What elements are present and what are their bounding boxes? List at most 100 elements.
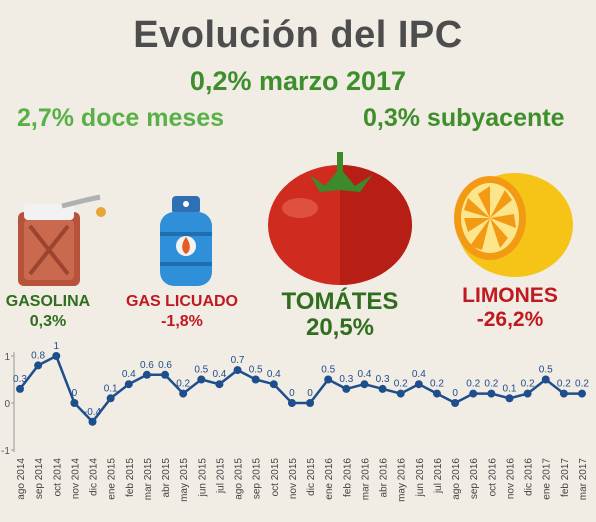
data-label: 0.2 (521, 379, 535, 390)
item-value-tomates: 20,5% (305, 314, 375, 341)
data-label: 0.1 (503, 383, 517, 394)
data-point (487, 389, 496, 398)
x-tick-label: dic 2016 (524, 458, 535, 496)
data-point (451, 399, 460, 407)
data-label: 0.2 (394, 379, 408, 390)
x-tick-label: abr 2015 (161, 458, 172, 498)
x-tick-label: mar 2017 (578, 458, 589, 501)
data-label: 0 (72, 388, 78, 399)
data-label: 0.2 (557, 379, 571, 390)
data-label: 0.2 (176, 379, 190, 390)
data-point (52, 352, 61, 360)
x-tick-label: ago 2014 (16, 458, 27, 500)
data-label: 0.4 (212, 369, 226, 380)
data-label: 0.4 (357, 369, 371, 380)
data-point (360, 380, 369, 389)
data-point (106, 394, 115, 403)
x-tick-label: jun 2016 (415, 458, 426, 498)
x-tick-label: sep 2016 (469, 458, 480, 500)
data-label: 0.4 (412, 369, 426, 380)
lemon-icon (454, 173, 573, 277)
data-label: 0 (452, 388, 458, 399)
data-label: 0.5 (321, 365, 335, 376)
data-point (179, 389, 188, 398)
data-point (269, 380, 278, 389)
data-point (378, 384, 387, 393)
data-point (251, 375, 260, 384)
data-label: 0.4 (267, 369, 281, 380)
x-tick-label: jun 2015 (197, 458, 208, 498)
x-tick-label: oct 2014 (52, 458, 63, 497)
x-tick-label: mar 2016 (360, 458, 371, 501)
data-point (414, 380, 423, 389)
x-tick-label: may 2015 (179, 458, 190, 502)
data-label: 0.2 (466, 379, 480, 390)
tomato-icon (268, 152, 412, 285)
x-tick-label: feb 2015 (125, 458, 136, 497)
item-name-gasolina: GASOLINA (5, 293, 91, 310)
fuel-can-icon (18, 194, 106, 286)
x-tick-label: dic 2014 (89, 458, 100, 496)
data-label: 0.7 (231, 355, 245, 366)
item-name-limones: LIMONES (462, 284, 558, 307)
data-label: 0.3 (339, 374, 353, 385)
data-point (287, 399, 296, 407)
x-tick-label: ene 2015 (107, 458, 118, 500)
data-label: 0.4 (122, 369, 136, 380)
x-tick-label: dic 2015 (306, 458, 317, 496)
data-label: -0.4 (84, 407, 102, 418)
monthly-cpi-headline: 0,2% marzo 2017 (189, 66, 407, 96)
data-label: 0 (289, 388, 295, 399)
data-point (523, 389, 532, 398)
data-point (215, 380, 224, 389)
item-value-gasolina: 0,3% (29, 313, 67, 330)
data-point (342, 384, 351, 393)
data-point (306, 399, 315, 407)
x-tick-label: feb 2017 (560, 458, 571, 497)
x-tick-label: feb 2016 (342, 458, 353, 497)
data-point (70, 399, 79, 407)
data-label: 0 (307, 388, 313, 399)
twelve-month-stat: 2,7% doce meses (17, 104, 225, 132)
data-label: 1 (53, 341, 59, 352)
x-tick-label: nov 2014 (70, 458, 81, 500)
x-tick-label: jul 2016 (433, 458, 444, 494)
data-point (233, 366, 242, 375)
gas-cylinder-icon (160, 196, 212, 286)
x-tick-label: ago 2016 (451, 458, 462, 500)
data-label: 0.6 (140, 360, 154, 371)
x-tick-label: nov 2015 (288, 458, 299, 500)
item-value-limones: -26,2% (476, 308, 544, 331)
page-title: Evolución del IPC (133, 14, 463, 56)
data-point (88, 417, 97, 426)
data-point (161, 370, 170, 379)
data-label: 0.2 (484, 379, 498, 390)
x-tick-label: abr 2016 (379, 458, 390, 498)
data-point (142, 370, 151, 379)
x-tick-label: oct 2015 (270, 458, 281, 497)
data-point (432, 389, 441, 398)
data-label: 0.5 (539, 365, 553, 376)
data-point (324, 375, 333, 384)
x-tick-label: sep 2015 (252, 458, 263, 500)
x-tick-label: may 2016 (397, 458, 408, 502)
data-label: 0.2 (575, 379, 589, 390)
x-tick-label: ago 2015 (234, 458, 245, 500)
x-tick-label: jul 2015 (215, 458, 226, 494)
data-label: 0.1 (104, 383, 118, 394)
x-tick-label: sep 2014 (34, 458, 45, 500)
x-tick-label: ene 2016 (324, 458, 335, 500)
data-point (197, 375, 206, 384)
data-label: 0.3 (376, 374, 390, 385)
x-tick-label: ene 2017 (542, 458, 553, 500)
y-tick-label: 0 (4, 399, 10, 410)
data-label: 0.2 (430, 379, 444, 390)
x-tick-label: oct 2016 (487, 458, 498, 497)
data-point (396, 389, 405, 398)
data-point (124, 380, 133, 389)
data-label: 0.5 (249, 365, 263, 376)
data-point (559, 389, 568, 398)
item-name-gas-licuado: GAS LICUADO (126, 293, 238, 310)
data-point (541, 375, 550, 384)
